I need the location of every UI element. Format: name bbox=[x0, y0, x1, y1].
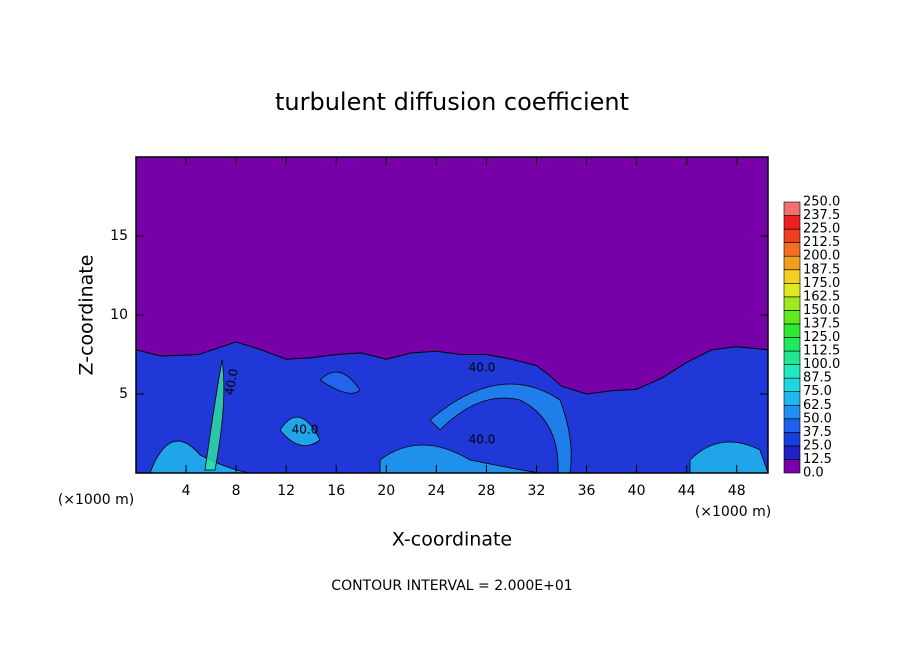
field-band bbox=[204, 359, 225, 471]
colorbar-box bbox=[783, 364, 801, 379]
colorbar-box bbox=[783, 228, 801, 243]
colorbar-box bbox=[783, 404, 801, 420]
colorbar-label: 137.5 bbox=[803, 316, 840, 331]
colorbar-label: 200.0 bbox=[803, 249, 840, 264]
colorbar-label: 187.5 bbox=[803, 262, 840, 277]
colorbar-label: 237.5 bbox=[803, 208, 840, 223]
contour-label: 40.0 bbox=[292, 423, 319, 437]
colorbar-box bbox=[783, 269, 801, 284]
colorbar-box bbox=[783, 296, 801, 311]
field-band bbox=[149, 440, 251, 474]
colorbar-box bbox=[783, 418, 801, 433]
y-axis-label: Z-coordinate bbox=[76, 255, 98, 376]
colorbar-label: 37.5 bbox=[803, 425, 832, 440]
contour-label: 40.0 bbox=[469, 433, 496, 447]
x-tick-label: 24 bbox=[427, 483, 445, 499]
colorbar-label: 125.0 bbox=[803, 330, 840, 345]
colorbar-label: 50.0 bbox=[803, 411, 832, 426]
y-tick-label: 10 bbox=[110, 307, 128, 323]
colorbar-box bbox=[783, 201, 801, 216]
y-tick-label: 5 bbox=[119, 386, 128, 402]
colorbar-label: 175.0 bbox=[803, 276, 840, 291]
x-tick-label: 4 bbox=[182, 483, 191, 499]
x-tick-label: 16 bbox=[327, 483, 345, 499]
field-band bbox=[319, 371, 361, 394]
colorbar-label: 250.0 bbox=[803, 195, 840, 210]
x-tick-label: 8 bbox=[232, 483, 241, 499]
field-band bbox=[279, 416, 321, 447]
colorbar-label: 112.5 bbox=[803, 344, 840, 359]
colorbar-box bbox=[783, 377, 801, 392]
colorbar-box bbox=[783, 242, 801, 257]
colorbar-box bbox=[783, 445, 801, 460]
x-axis-label: X-coordinate bbox=[392, 529, 512, 551]
footnote: CONTOUR INTERVAL = 2.000E+01 bbox=[331, 578, 572, 594]
colorbar-box bbox=[783, 337, 801, 352]
field-band bbox=[689, 441, 769, 474]
x-tick-label: 12 bbox=[277, 483, 295, 499]
colorbar-label: 150.0 bbox=[803, 303, 840, 318]
x-tick-label: 40 bbox=[628, 483, 646, 499]
colorbar-label: 0.0 bbox=[803, 466, 824, 481]
colorbar-box bbox=[783, 215, 801, 230]
colorbar-label: 75.0 bbox=[803, 384, 832, 399]
x-tick-label: 44 bbox=[678, 483, 696, 499]
y-tick-label: 15 bbox=[110, 228, 128, 244]
field-band bbox=[379, 444, 541, 474]
contour-label: 40.0 bbox=[222, 368, 240, 397]
colorbar-label: 225.0 bbox=[803, 222, 840, 237]
colorbar-box bbox=[783, 391, 801, 406]
colorbar-label: 162.5 bbox=[803, 289, 840, 304]
colorbar-box bbox=[783, 432, 801, 447]
x-unit-right: (×1000 m) bbox=[695, 504, 771, 520]
colorbar-label: 87.5 bbox=[803, 371, 832, 386]
colorbar-label: 12.5 bbox=[803, 452, 832, 467]
colorbar-box bbox=[783, 459, 801, 474]
colorbar-label: 100.0 bbox=[803, 357, 840, 372]
x-tick-label: 48 bbox=[728, 483, 746, 499]
colorbar-label: 62.5 bbox=[803, 398, 832, 413]
colorbar-label: 25.0 bbox=[803, 438, 832, 453]
x-tick-label: 20 bbox=[377, 483, 395, 499]
colorbar-box bbox=[783, 310, 801, 325]
x-tick-label: 36 bbox=[578, 483, 596, 499]
colorbar-box bbox=[783, 282, 801, 298]
colorbar-box bbox=[783, 255, 801, 271]
x-tick-label: 28 bbox=[478, 483, 496, 499]
x-tick-label: 32 bbox=[528, 483, 546, 499]
x-unit-left: (×1000 m) bbox=[58, 492, 134, 508]
colorbar-box bbox=[783, 350, 801, 365]
colorbar-box bbox=[783, 323, 801, 338]
contour-label: 40.0 bbox=[469, 361, 496, 375]
colorbar-label: 212.5 bbox=[803, 235, 840, 250]
chart-title: turbulent diffusion coefficient bbox=[275, 88, 629, 116]
